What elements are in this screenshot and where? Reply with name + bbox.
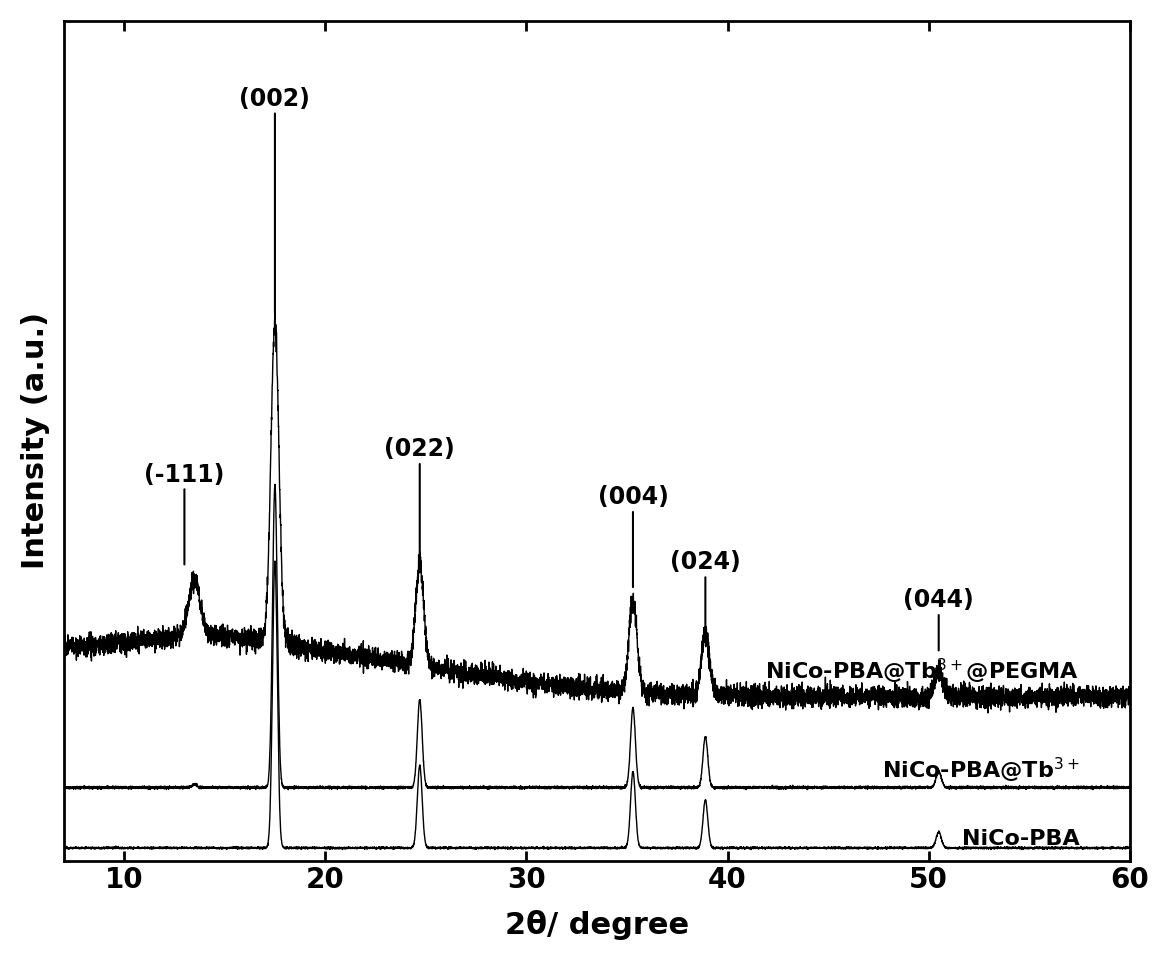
Text: (-111): (-111): [144, 462, 225, 564]
Text: (044): (044): [903, 588, 975, 651]
Text: (022): (022): [385, 437, 455, 555]
Text: NiCo-PBA@Tb$^{3+}$: NiCo-PBA@Tb$^{3+}$: [882, 755, 1080, 785]
X-axis label: 2θ/ degree: 2θ/ degree: [504, 910, 689, 940]
Y-axis label: Intensity (a.u.): Intensity (a.u.): [21, 312, 50, 569]
Text: (024): (024): [670, 551, 741, 628]
Text: NiCo-PBA: NiCo-PBA: [962, 828, 1080, 849]
Text: NiCo-PBA@Tb$^{3+}$@PEGMA: NiCo-PBA@Tb$^{3+}$@PEGMA: [765, 657, 1080, 686]
Text: (002): (002): [240, 86, 310, 312]
Text: (004): (004): [598, 485, 668, 587]
